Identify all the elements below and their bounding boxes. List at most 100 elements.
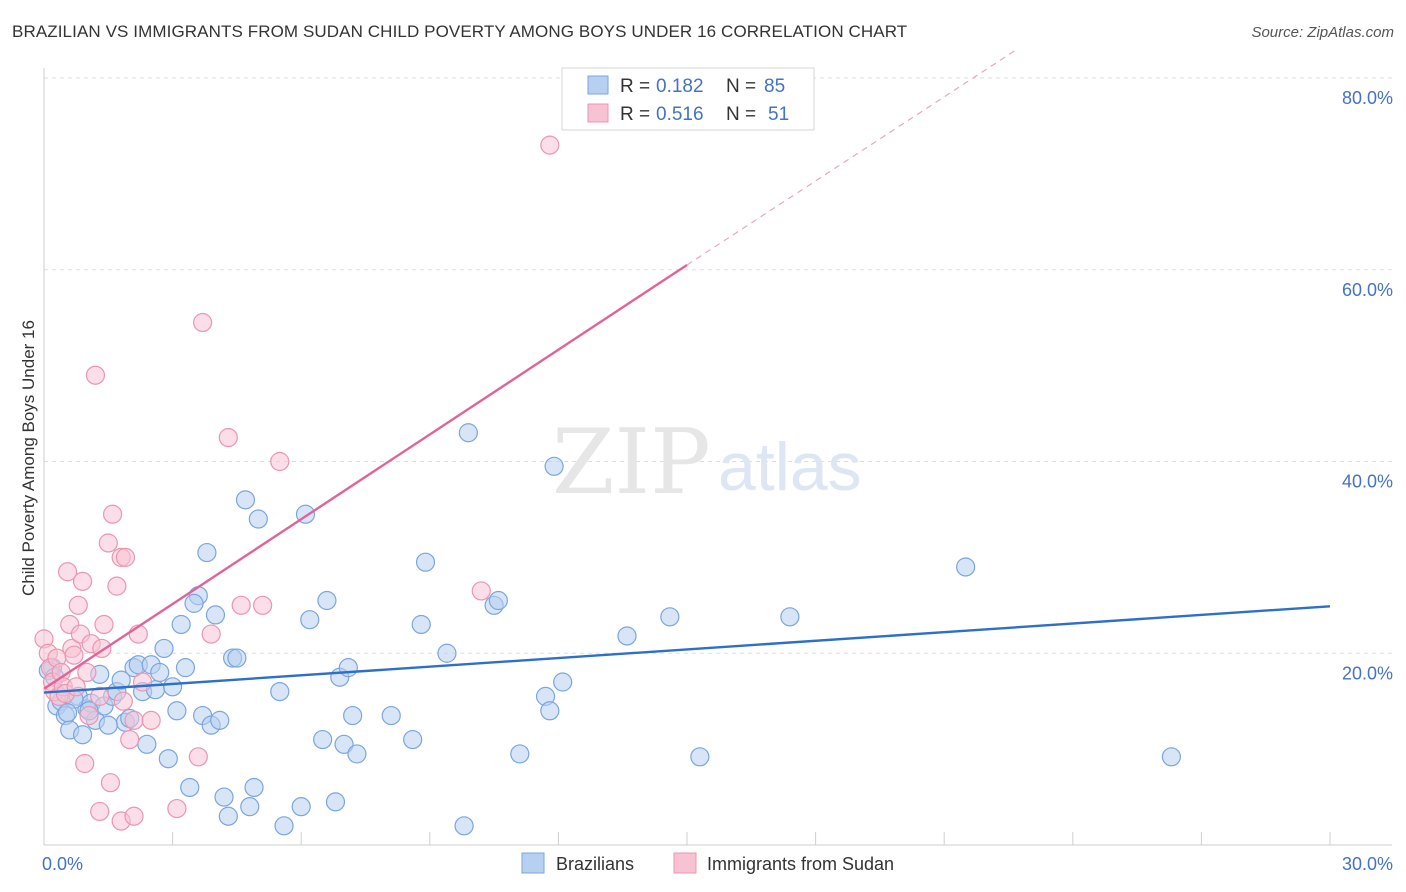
point-brazilians: [317, 590, 337, 611]
watermark-atlas: atlas: [718, 429, 862, 505]
point-sudan: [471, 581, 491, 601]
point-brazilians: [544, 456, 564, 476]
point-brazilians: [72, 725, 93, 745]
point-sudan: [77, 662, 97, 683]
series-sudan-points: [34, 135, 560, 831]
y-tick-label: 40.0%: [1342, 472, 1393, 492]
y-tick-label: 20.0%: [1342, 663, 1393, 683]
point-sudan: [115, 547, 136, 567]
legend-r-label-2: R =: [620, 104, 650, 125]
point-brazilians: [343, 705, 363, 726]
point-sudan: [167, 798, 187, 819]
point-brazilians: [210, 710, 230, 730]
point-sudan: [75, 753, 95, 774]
point-sudan: [68, 595, 88, 615]
point-brazilians: [150, 662, 170, 683]
point-brazilians: [270, 681, 290, 702]
point-sudan: [270, 451, 290, 472]
point-brazilians: [111, 670, 131, 690]
legend-n-value-1: 85: [764, 76, 785, 97]
point-brazilians: [197, 542, 217, 563]
y-tick-label: 60.0%: [1342, 280, 1393, 300]
point-brazilians: [540, 701, 560, 721]
point-brazilians: [274, 816, 294, 836]
point-brazilians: [163, 677, 183, 697]
series-legend: Brazilians Immigrants from Sudan: [521, 852, 894, 874]
point-brazilians: [415, 552, 436, 572]
point-brazilians: [313, 729, 333, 750]
point-brazilians: [98, 715, 118, 735]
point-sudan: [124, 806, 144, 826]
point-brazilians: [403, 729, 423, 750]
point-brazilians: [171, 614, 191, 635]
y-tick-label: 80.0%: [1342, 88, 1393, 108]
bottom-legend-label-sudan: Immigrants from Sudan: [707, 854, 894, 874]
point-brazilians: [325, 792, 346, 812]
bottom-legend-swatch-sudan: [673, 852, 697, 874]
point-sudan: [193, 312, 213, 333]
trend-line-brazilians: [43, 605, 1331, 694]
x-tick-labels: 0.0% 30.0%: [42, 854, 1393, 874]
point-brazilians: [184, 593, 204, 613]
point-brazilians: [338, 658, 358, 678]
legend-r-value-1: 0.182: [656, 76, 704, 97]
point-sudan: [57, 562, 78, 582]
source-label: Source: ZipAtlas.com: [1251, 24, 1394, 41]
point-brazilians: [227, 648, 247, 668]
trend-line-sudan: [43, 263, 688, 690]
point-brazilians: [956, 557, 976, 577]
point-brazilians: [381, 705, 401, 726]
point-brazilians: [235, 490, 256, 510]
point-sudan: [85, 365, 106, 385]
point-brazilians: [437, 643, 457, 663]
point-brazilians: [248, 509, 268, 529]
chart-title: BRAZILIAN VS IMMIGRANTS FROM SUDAN CHILD…: [12, 22, 908, 41]
point-brazilians: [1161, 747, 1181, 767]
watermark: ZIP atlas: [552, 410, 862, 515]
point-brazilians: [167, 701, 187, 721]
point-brazilians: [158, 749, 178, 769]
legend-swatch-blue: [587, 75, 609, 95]
point-sudan: [79, 705, 99, 726]
point-sudan: [113, 691, 133, 711]
point-sudan: [120, 729, 140, 750]
point-brazilians: [510, 744, 530, 764]
point-brazilians: [690, 747, 710, 767]
watermark-zip: ZIP: [552, 410, 711, 515]
point-sudan: [90, 801, 110, 822]
point-sudan: [188, 747, 208, 767]
point-brazilians: [240, 797, 260, 817]
axis-ticks: [172, 832, 1331, 845]
point-brazilians: [617, 626, 637, 646]
legend-n-value-2: 51: [768, 104, 789, 125]
point-brazilians: [154, 638, 174, 659]
axes: [43, 68, 1392, 846]
point-brazilians: [334, 734, 354, 754]
point-brazilians: [454, 816, 474, 836]
point-sudan: [90, 686, 110, 706]
point-sudan: [72, 571, 93, 591]
y-tick-labels: 20.0% 40.0% 60.0% 80.0%: [1342, 88, 1393, 683]
point-brazilians: [175, 658, 196, 678]
x-tick-label-max: 30.0%: [1342, 854, 1393, 874]
point-brazilians: [244, 777, 264, 798]
point-sudan: [94, 614, 114, 635]
point-brazilians: [137, 734, 157, 754]
point-brazilians: [291, 797, 311, 817]
trend-lines: [43, 48, 1331, 694]
bottom-legend-label-brazilians: Brazilians: [556, 854, 634, 874]
point-sudan: [253, 595, 273, 615]
point-sudan: [132, 672, 153, 692]
legend-swatch-pink: [587, 103, 609, 123]
point-brazilians: [57, 703, 78, 723]
point-brazilians: [214, 787, 234, 807]
point-brazilians: [205, 605, 226, 625]
point-sudan: [231, 595, 251, 615]
point-sudan: [107, 576, 127, 596]
x-tick-label-min: 0.0%: [42, 854, 83, 874]
point-sudan: [64, 645, 84, 665]
point-sudan: [98, 533, 118, 553]
legend-n-label-1: N =: [726, 76, 756, 97]
point-brazilians: [553, 672, 573, 692]
point-brazilians: [458, 423, 478, 443]
